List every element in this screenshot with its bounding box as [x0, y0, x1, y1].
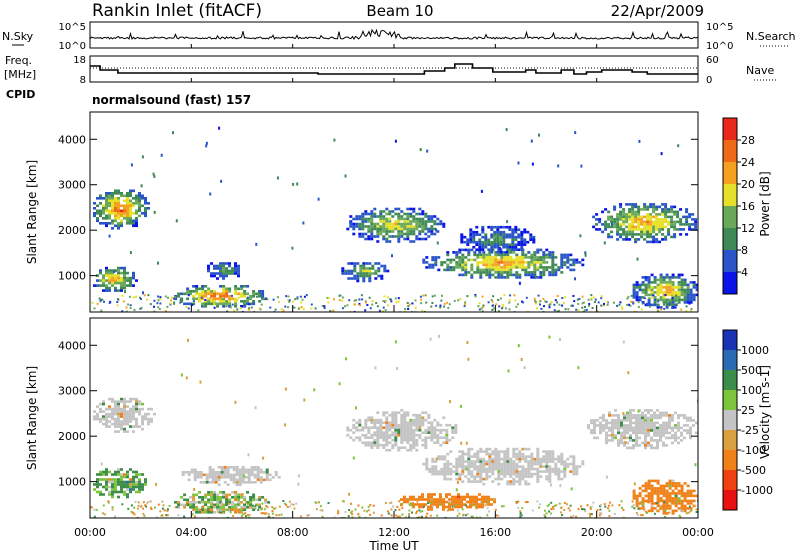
power-echo-region [460, 225, 536, 254]
nsearch-tick-top: 10^5 [706, 22, 733, 33]
nsearch-label: N.Search [746, 30, 796, 43]
velocity-colorbar-tick-label: 1000 [741, 344, 769, 357]
power-colorbar-swatch [723, 228, 737, 250]
power-colorbar: 4 8 12 16 20 24 28 [722, 117, 755, 295]
power-colorbar-tick-label: 24 [741, 156, 755, 169]
velocity-colorbar-swatch [723, 470, 737, 490]
velocity-colorbar-swatch [723, 410, 737, 430]
x-tick-label: 00:00 [74, 526, 106, 539]
power-noise [91, 126, 693, 312]
velocity-colorbar-swatch [723, 390, 737, 410]
velocity-echo-region [174, 491, 271, 514]
x-axis-label: Time UT [368, 539, 419, 553]
power-colorbar-swatch [723, 184, 737, 206]
power-colorbar-tick-label: 12 [741, 222, 755, 235]
x-tick-label: 08:00 [277, 526, 309, 539]
velocity-echo-region [346, 408, 458, 452]
velocity-colorbar-tick-label: -100 [741, 444, 766, 457]
nsearch-tick-bottom: 10^0 [706, 41, 733, 52]
velocity-colorbar-tick-label: -1000 [741, 484, 773, 497]
x-tick-label: 00:00 [682, 526, 714, 539]
velocity-echo-region [93, 468, 147, 499]
velocity-colorbar-tick-label: 100 [741, 384, 762, 397]
power-colorbar-tick-label: 4 [741, 266, 748, 279]
power-echo-region [592, 203, 698, 244]
velocity-colorbar-tick-label: -25 [741, 424, 759, 437]
x-tick-label: 16:00 [479, 526, 511, 539]
x-tick-label: 04:00 [175, 526, 207, 539]
beam-title: Beam 10 [366, 2, 433, 20]
power-echo-region [346, 207, 446, 243]
power-colorbar-swatch [723, 118, 737, 140]
nave-tick-bottom: 0 [706, 75, 712, 86]
velocity-ytick-label: 4000 [58, 339, 86, 352]
date-title: 22/Apr/2009 [611, 2, 704, 20]
velocity-colorbar-tick-label: 25 [741, 404, 755, 417]
nave-label: Nave [746, 64, 774, 77]
power-echo-region [174, 285, 268, 308]
power-ylabel: Slant Range [km] [25, 160, 39, 264]
nsky-tick-top: 10^5 [59, 22, 86, 33]
velocity-colorbar-swatch [723, 490, 737, 510]
velocity-noise [90, 334, 698, 518]
power-colorbar-tick-label: 28 [741, 134, 755, 147]
velocity-colorbar-swatch [723, 450, 737, 470]
sky-search-panel: N.Sky 10^5 10^0 10^5 10^0 N.Search [2, 21, 796, 52]
power-echo-region [341, 262, 390, 283]
velocity-colorbar-swatch [723, 330, 737, 350]
power-echo-region [93, 189, 150, 230]
cpid-label: CPID [6, 88, 35, 101]
power-ytick-label: 4000 [58, 133, 86, 146]
velocity-echo-region [93, 397, 156, 433]
freq-unit-label: [MHz] [4, 68, 36, 81]
power-ytick-label: 3000 [58, 179, 86, 192]
velocity-colorbar-swatch [723, 430, 737, 450]
velocity-colorbar-swatch [723, 370, 737, 390]
velocity-colorbar: 1000 500 100 25 -25 -100 -500 -1000 [722, 329, 773, 511]
freq-label: Freq. [5, 54, 32, 67]
nsky-tick-bottom: 10^0 [59, 41, 86, 52]
power-colorbar-tick-label: 16 [741, 200, 755, 213]
velocity-colorbar-tick-label: 500 [741, 364, 762, 377]
velocity-colorbar-label: Velocity [m s-1] [758, 365, 772, 459]
freq-tick-top: 18 [73, 55, 86, 66]
velocity-colorbar-swatch [723, 350, 737, 370]
nave-tick-top: 60 [706, 55, 719, 66]
power-panel: 1000 2000 3000 4000 Slant Range [km] [25, 111, 699, 313]
power-colorbar-swatch [723, 272, 737, 294]
power-colorbar-swatch [723, 162, 737, 184]
x-tick-label: 12:00 [378, 526, 410, 539]
power-echo-region [93, 266, 138, 292]
velocity-ytick-label: 3000 [58, 385, 86, 398]
power-colorbar-swatch [723, 206, 737, 228]
velocity-colorbar-label-text: Velocity [m s-1] [758, 365, 772, 459]
power-ytick-label: 2000 [58, 224, 86, 237]
power-colorbar-tick-label: 8 [741, 244, 748, 257]
freq-tick-bottom: 8 [80, 75, 86, 86]
freq-trace [90, 63, 698, 75]
velocity-ylabel: Slant Range [km] [25, 366, 39, 470]
power-colorbar-label: Power [dB] [758, 171, 772, 236]
x-tick-label: 20:00 [581, 526, 613, 539]
nsky-label: N.Sky [2, 30, 34, 43]
power-ytick-label: 1000 [58, 270, 86, 283]
velocity-ytick-label: 2000 [58, 430, 86, 443]
cpid-text: normalsound (fast) 157 [92, 93, 251, 107]
velocity-echo-region [587, 409, 698, 450]
velocity-colorbar-tick-label: -500 [741, 464, 766, 477]
power-colorbar-swatch [723, 250, 737, 272]
station-title: Rankin Inlet (fitACF) [92, 1, 262, 21]
power-colorbar-tick-label: 20 [741, 178, 755, 191]
power-echo-region [422, 248, 585, 279]
velocity-echo-region [181, 466, 281, 487]
velocity-panel: 1000 2000 3000 4000 Slant Range [km] [25, 317, 699, 519]
velocity-echo-region [632, 479, 698, 515]
power-echo-region [207, 262, 240, 280]
velocity-ytick-label: 1000 [58, 476, 86, 489]
velocity-echo-region [422, 447, 585, 486]
velocity-colorbar-frame [722, 329, 738, 511]
power-colorbar-swatch [723, 140, 737, 162]
nsky-trace [89, 28, 698, 47]
